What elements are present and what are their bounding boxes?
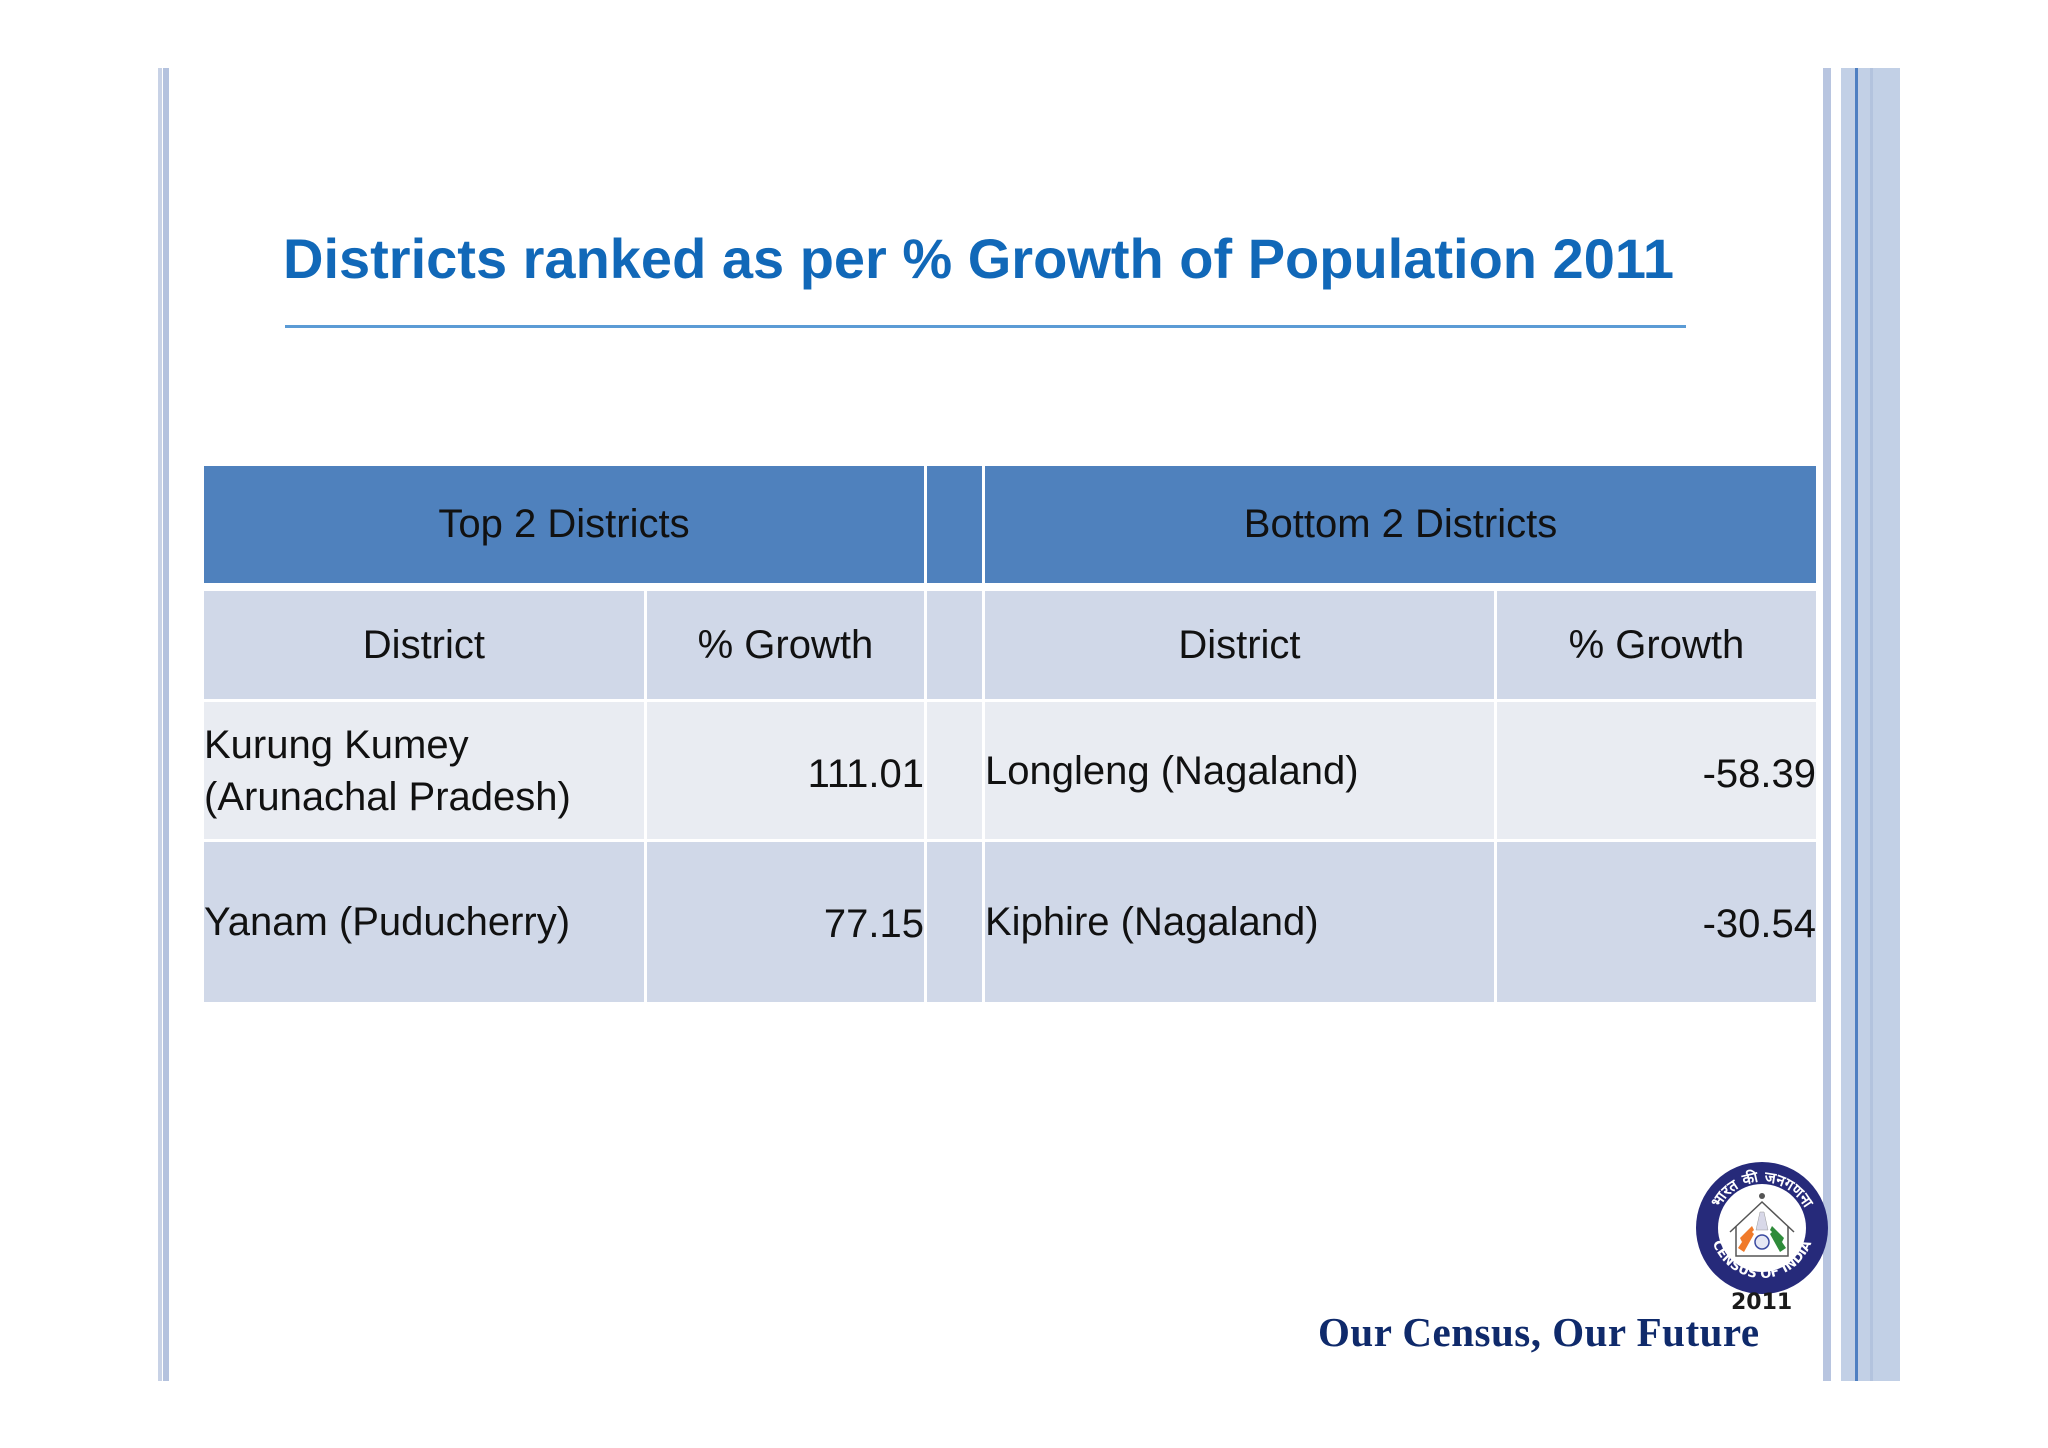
districts-table: Top 2 Districts Bottom 2 Districts Distr…	[204, 466, 1816, 1005]
col-header-spacer	[927, 591, 985, 702]
census-of-india-logo-icon: भारत की जनगणना CENSUS OF INDIA	[1696, 1162, 1828, 1294]
left-border-strip-thick	[163, 68, 169, 1381]
slide-title: Districts ranked as per % Growth of Popu…	[283, 227, 1675, 290]
row-spacer	[927, 842, 985, 1005]
tagline: Our Census, Our Future	[1318, 1309, 1760, 1355]
top-district-2: Yanam (Puducherry)	[204, 842, 647, 1005]
right-border-strip	[1823, 68, 1831, 1381]
col-header-growth-bottom: % Growth	[1496, 591, 1816, 702]
right-border-accent-line	[1855, 68, 1858, 1381]
bottom-growth-2: -30.54	[1496, 842, 1816, 1005]
group-header-top: Top 2 Districts	[204, 466, 927, 591]
top-district-1: Kurung Kumey (Arunachal Pradesh)	[204, 702, 647, 842]
top-growth-1: 111.01	[646, 702, 927, 842]
district-name-line1: Kurung Kumey	[204, 722, 469, 767]
logo-year: 2011	[1731, 1290, 1793, 1315]
col-header-growth-top: % Growth	[646, 591, 927, 702]
district-name-line2: (Arunachal Pradesh)	[204, 774, 571, 819]
column-header-row: District % Growth District % Growth	[204, 591, 1816, 702]
col-header-district-bottom: District	[985, 591, 1497, 702]
bottom-district-2: Kiphire (Nagaland)	[985, 842, 1497, 1005]
left-border-strip	[158, 68, 162, 1381]
right-border-faint-line	[1870, 68, 1873, 1381]
col-header-district-top: District	[204, 591, 647, 702]
group-header-row: Top 2 Districts Bottom 2 Districts	[204, 466, 1816, 591]
row-spacer	[927, 702, 985, 842]
table-row: Kurung Kumey (Arunachal Pradesh) 111.01 …	[204, 702, 1816, 842]
group-header-bottom: Bottom 2 Districts	[985, 466, 1816, 591]
top-growth-2: 77.15	[646, 842, 927, 1005]
bottom-district-1: Longleng (Nagaland)	[985, 702, 1497, 842]
title-underline	[285, 325, 1686, 328]
bottom-growth-1: -58.39	[1496, 702, 1816, 842]
group-header-spacer	[927, 466, 985, 591]
table-row: Yanam (Puducherry) 77.15 Kiphire (Nagala…	[204, 842, 1816, 1005]
